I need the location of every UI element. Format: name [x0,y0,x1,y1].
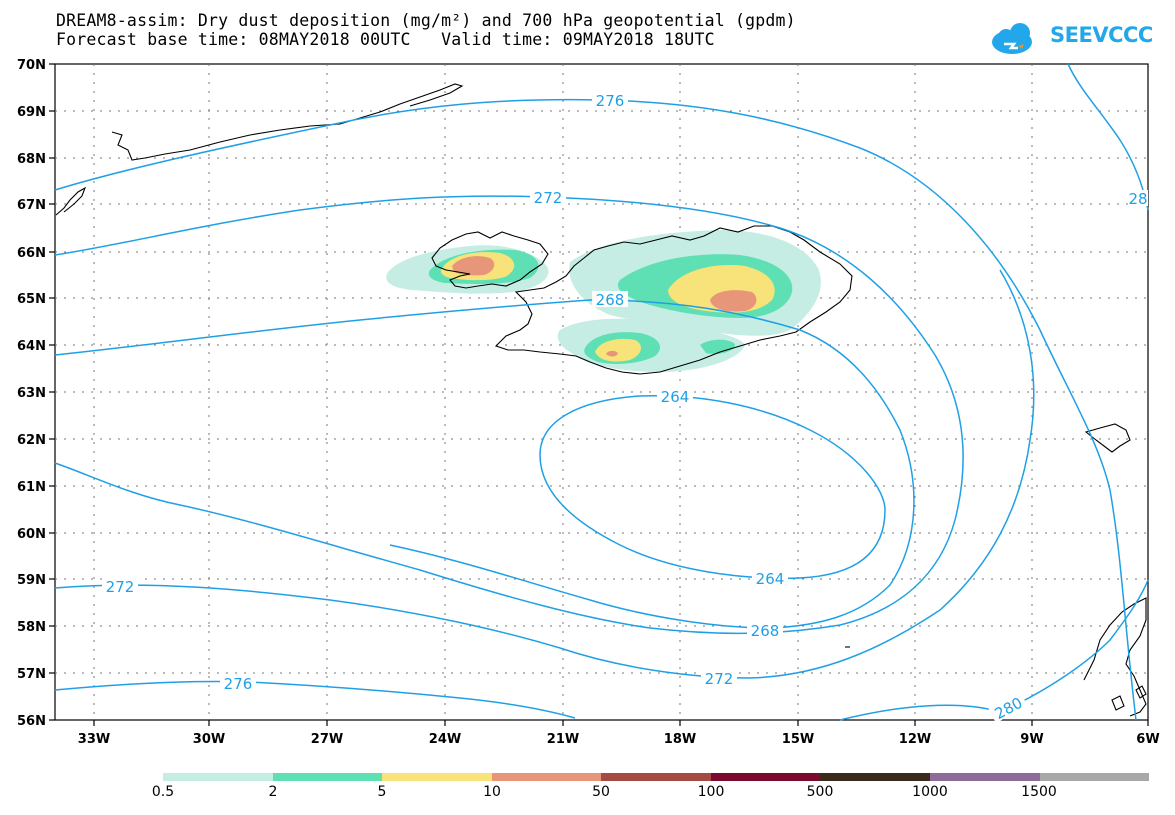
lat-label: 68N [17,152,46,167]
lat-label: 70N [17,58,46,73]
contour-268 [54,299,915,629]
legend-swatch [163,773,273,781]
legend-swatch [382,773,492,781]
contour-272 [54,195,964,635]
legend-swatch [272,773,383,781]
coastlines [55,83,1147,717]
contour-label-268: 268 [596,291,625,309]
gridlines [55,64,1148,720]
contour-264 [539,395,886,579]
lon-label: 33W [78,732,110,747]
legend-label: 10 [483,784,501,800]
lon-label: 6W [1136,732,1159,747]
lon-label: 15W [782,732,814,747]
lon-label: 9W [1020,732,1043,747]
lon-label: 30W [193,732,225,747]
legend-swatch [1039,773,1150,781]
contour-label-276: 276 [596,92,625,110]
legend-label: 100 [697,784,725,800]
contour-label-272-west: 272 [106,578,135,596]
contour-labels: 276 28 272 268 264 264 272 268 272 276 2… [102,92,1148,723]
lat-label: 58N [17,620,46,635]
legend-label: 500 [806,784,834,800]
dust-deposition-field [386,230,821,372]
legend-swatch [491,773,602,781]
lat-label: 62N [17,433,46,448]
axis-ticks [49,63,1149,726]
lat-label: 59N [17,573,46,588]
legend-swatch [710,773,821,781]
contour-label-264-south: 264 [756,570,785,588]
forecast-base-time: Forecast base time: 08MAY2018 00UTC [56,30,411,49]
lat-label: 66N [17,246,46,261]
contour-276-south [54,680,576,719]
lat-label: 57N [17,667,46,682]
lon-label: 21W [547,732,579,747]
contour-280 [999,579,1149,713]
contour-label-272-south: 272 [705,670,734,688]
legend-swatch [601,773,711,781]
contour-28 [1067,63,1149,211]
latitude-labels: 70N 69N 68N 67N 66N 65N 64N 63N 62N 61N … [17,58,46,729]
lat-label: 56N [17,714,46,729]
lat-label: 60N [17,527,46,542]
lon-label: 18W [664,732,696,747]
contour-label-276-south: 276 [224,675,253,693]
time-info: Forecast base time: 08MAY2018 00UTC Vali… [56,31,715,49]
legend-colorbar [163,773,1150,781]
legend-label: 50 [592,784,610,800]
legend-label: 5 [377,784,387,800]
longitude-labels: 33W 30W 27W 24W 21W 18W 15W 12W 9W 6W [78,732,1160,747]
lat-label: 69N [17,105,46,120]
lon-label: 12W [899,732,931,747]
contour-272-south [54,269,1035,679]
cloud-icon [992,23,1032,54]
lat-label: 63N [17,386,46,401]
seevccc-logo [992,23,1032,54]
lat-label: 61N [17,480,46,495]
valid-time: Valid time: 09MAY2018 18UTC [441,30,715,49]
legend-swatch [929,773,1040,781]
legend-swatch [820,773,930,781]
geopotential-contours [54,63,1149,721]
contour-label-264-north: 264 [661,388,690,406]
legend-label: 1500 [1021,784,1057,800]
legend-label: 1000 [912,784,948,800]
contour-label-268-south: 268 [751,622,780,640]
contour-276 [54,98,1137,721]
contour-label-28: 28 [1128,190,1147,208]
legend-label: 0.5 [151,784,175,800]
chart-title: DREAM8-assim: Dry dust deposition (mg/m²… [56,11,796,30]
lat-label: 65N [17,292,46,307]
lat-label: 67N [17,198,46,213]
lon-label: 27W [311,732,343,747]
lon-label: 24W [429,732,461,747]
contour-label-272: 272 [534,189,563,207]
contour-280-west [839,704,1001,721]
lat-label: 64N [17,339,46,354]
logo-text: SEEVCCC [1050,23,1153,47]
legend-label: 2 [268,784,278,800]
